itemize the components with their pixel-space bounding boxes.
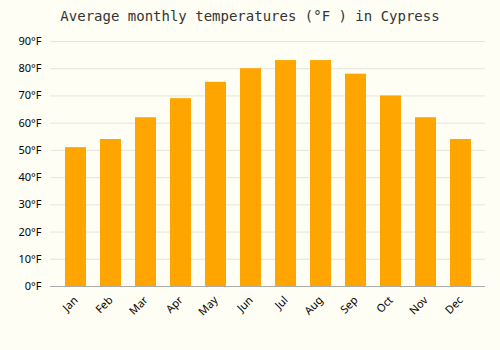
svg-text:60°F: 60°F xyxy=(18,115,41,130)
svg-text:80°F: 80°F xyxy=(18,60,41,75)
svg-text:Oct: Oct xyxy=(372,292,395,315)
svg-text:Jan: Jan xyxy=(58,292,81,315)
svg-text:20°F: 20°F xyxy=(18,224,41,239)
svg-text:Jun: Jun xyxy=(233,292,256,315)
svg-text:Sep: Sep xyxy=(337,292,361,316)
svg-text:0°F: 0°F xyxy=(25,278,42,293)
svg-text:10°F: 10°F xyxy=(18,251,41,266)
svg-text:Apr: Apr xyxy=(162,292,186,316)
svg-text:30°F: 30°F xyxy=(18,196,41,211)
svg-text:Dec: Dec xyxy=(441,292,465,316)
svg-text:Feb: Feb xyxy=(92,292,116,316)
svg-text:Nov: Nov xyxy=(406,292,431,317)
svg-text:Mar: Mar xyxy=(125,292,151,318)
html-text:Average monthly temperatures (: Average monthly temperatures (°F ) in Cy… xyxy=(60,8,440,24)
svg-text:40°F: 40°F xyxy=(18,169,41,184)
svg-text:70°F: 70°F xyxy=(18,87,41,102)
svg-text:May: May xyxy=(195,292,221,318)
svg-text:Aug: Aug xyxy=(300,292,325,317)
svg-text:50°F: 50°F xyxy=(18,142,41,157)
svg-text:90°F: 90°F xyxy=(18,33,41,48)
svg-text:Jul: Jul xyxy=(270,292,290,312)
